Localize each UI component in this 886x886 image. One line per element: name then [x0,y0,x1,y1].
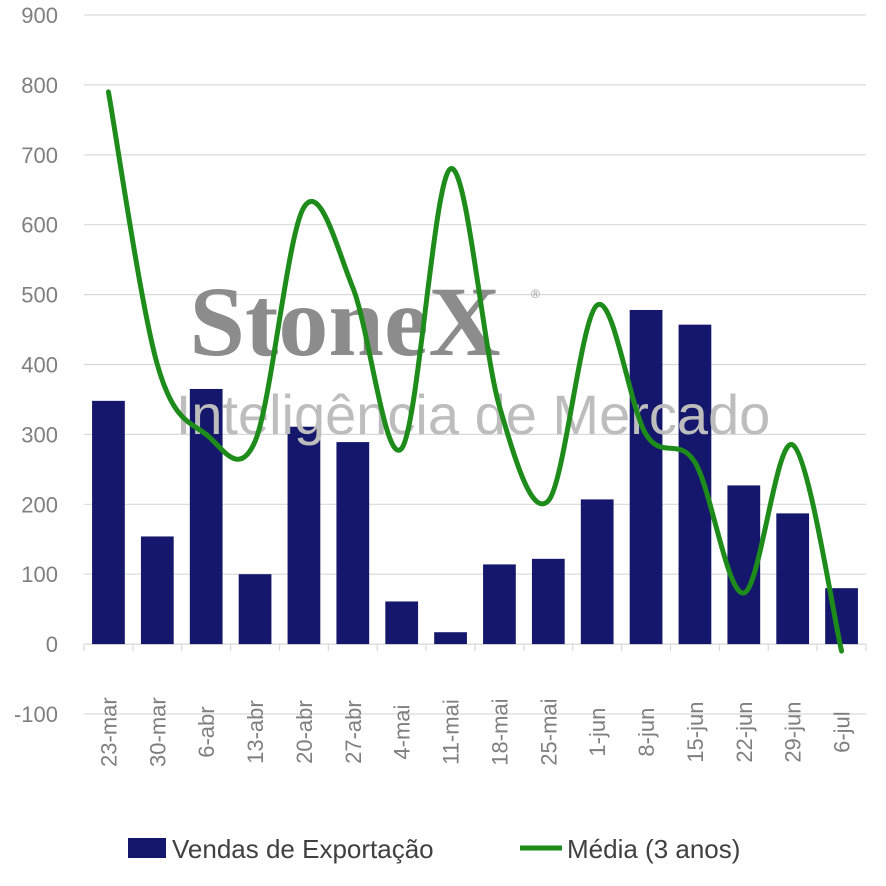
y-tick-label: -100 [14,702,58,727]
watermark-brand: StoneX [189,266,500,377]
x-tick-label: 11-mai [439,699,464,765]
x-tick-label: 27-abr [341,700,366,764]
line-series [105,89,845,654]
x-tick-label: 23-mar [96,697,121,767]
bar [483,564,516,645]
bar [434,632,467,645]
bar [238,574,272,645]
legend-swatch-bar [128,838,166,858]
bar [629,309,663,645]
y-axis-ticks: -100 0 100 200 300 400 500 600 700 800 900 [14,3,58,727]
y-tick-label: 500 [21,283,58,308]
watermark: StoneX ® Inteligência de Mercado [176,266,771,446]
x-axis-labels: 23-mar 30-mar 6-abr 13-abr 20-abr 27-abr 4-mai… [96,697,854,767]
series-line [105,89,845,654]
y-tick-label: 700 [21,143,58,168]
bar [776,513,810,645]
x-tick-label: 20-abr [292,700,317,764]
x-tick-label: 22-jun [732,702,757,763]
watermark-tagline: Inteligência de Mercado [176,383,771,446]
y-tick-label: 800 [21,73,58,98]
legend-label-bar: Vendas de Exportação [172,834,434,864]
x-tick-label: 29-jun [781,702,806,763]
bar [531,558,565,645]
bar [336,442,370,645]
legend: Vendas de Exportação Média (3 anos) [128,834,740,864]
bar [140,536,174,645]
x-tick-label: 1-jun [585,708,610,757]
x-tick-label: 18-mai [487,698,512,765]
x-tick-label: 8-jun [634,708,659,757]
bar-series [92,309,858,645]
y-tick-label: 600 [21,213,58,238]
bar [92,400,125,645]
bar [385,601,419,645]
y-tick-label: 100 [21,562,58,587]
y-tick-label: 300 [21,422,58,447]
x-tick-label: 15-jun [683,702,708,763]
x-tick-label: 6-abr [194,706,219,757]
x-tick-label: 30-mar [145,697,170,767]
y-tick-label: 900 [21,3,58,28]
x-tick-label: 25-mai [536,698,561,765]
legend-label-line: Média (3 anos) [567,834,740,864]
y-tick-label: 400 [21,353,58,378]
x-tick-label: 4-mai [390,705,415,760]
y-tick-label: 200 [21,492,58,517]
bar [287,426,321,645]
watermark-registered: ® [531,287,540,301]
y-tick-label: 0 [46,632,58,657]
bar [580,499,614,645]
x-tick-label: 13-abr [243,700,268,764]
x-tick-label: 6-jul [830,711,855,753]
